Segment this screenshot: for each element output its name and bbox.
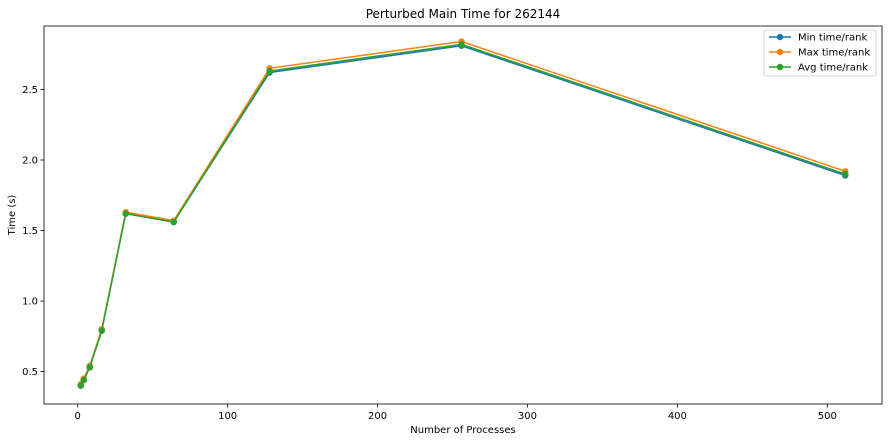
series-point-3 — [98, 327, 105, 334]
series-point-3 — [86, 364, 93, 371]
legend-marker — [776, 33, 784, 41]
x-tick-label: 300 — [518, 411, 537, 422]
series-point-3 — [77, 382, 84, 389]
x-axis: 0 100 200 300 400 500 — [75, 404, 837, 422]
legend-marker — [776, 48, 784, 56]
x-tick-label: 0 — [75, 411, 81, 422]
legend-label: Avg time/rank — [798, 63, 868, 74]
x-tick-label: 500 — [818, 411, 837, 422]
y-tick-label: 1.5 — [22, 226, 38, 237]
y-tick-label: 0.5 — [22, 367, 38, 378]
plot-area — [43, 25, 883, 405]
x-tick-label: 200 — [368, 411, 387, 422]
series-point-3 — [80, 376, 87, 384]
y-tick-label: 1.0 — [22, 297, 38, 308]
series-layer — [77, 38, 849, 389]
x-tick-label: 100 — [218, 411, 237, 422]
y-tick-label: 2.0 — [22, 155, 38, 166]
series-point-3 — [842, 170, 849, 178]
y-axis-label: Time (s) — [7, 195, 18, 237]
legend-frame — [763, 29, 877, 77]
x-axis-label: Number of Processes — [410, 425, 515, 436]
series-point-3 — [266, 67, 273, 75]
plot-background — [44, 26, 882, 404]
series-point-3 — [458, 41, 465, 48]
legend-marker — [776, 63, 784, 71]
y-axis: 0.5 1.0 1.5 2.0 2.5 — [22, 85, 44, 378]
series-point-3 — [122, 210, 129, 217]
legend-label: Min time/rank — [798, 33, 867, 44]
plot-frame — [43, 25, 883, 405]
series-point-3 — [170, 218, 177, 226]
y-tick-label: 2.5 — [22, 85, 38, 96]
chart-title: Perturbed Main Time for 262144 — [366, 7, 561, 21]
legend: Min time/rank Max time/rank Avg time/rank — [763, 29, 877, 77]
legend-label: Max time/rank — [798, 48, 870, 59]
x-tick-label: 400 — [668, 411, 687, 422]
